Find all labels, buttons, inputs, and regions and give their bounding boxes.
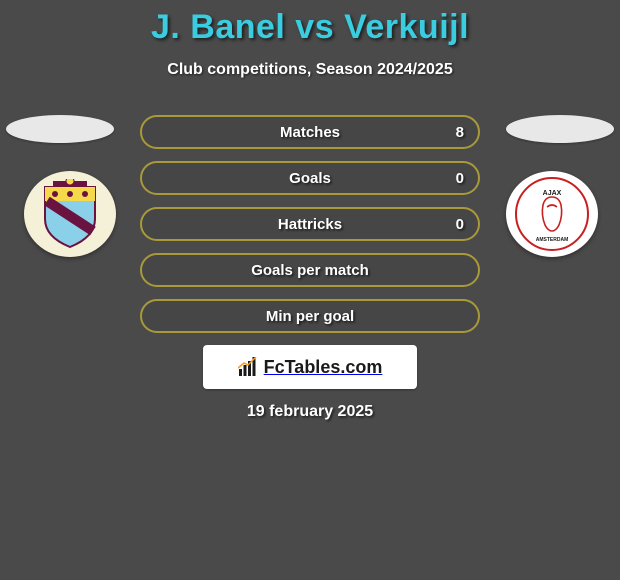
stat-label: Goals [289, 170, 331, 187]
stat-row-hattricks: Hattricks 0 [140, 207, 480, 241]
stat-row-matches: Matches 8 [140, 115, 480, 149]
date-label: 19 february 2025 [0, 403, 620, 421]
stat-label: Goals per match [251, 262, 369, 279]
svg-text:AJAX: AJAX [543, 190, 562, 197]
branding-link[interactable]: FcTables.com [203, 345, 417, 389]
stat-label: Hattricks [278, 216, 342, 233]
stats-wrap: AJAX AMSTERDAM Matches 8 Goals 0 Hattric… [0, 115, 620, 333]
stat-value: 0 [456, 216, 464, 233]
stat-label: Matches [280, 124, 340, 141]
stats-column: Matches 8 Goals 0 Hattricks 0 Goals per … [140, 115, 480, 333]
stat-value: 8 [456, 124, 464, 141]
subtitle: Club competitions, Season 2024/2025 [0, 61, 620, 79]
club-badge-right: AJAX AMSTERDAM [506, 171, 598, 257]
bar-chart-icon [238, 357, 258, 377]
stat-value: 0 [456, 170, 464, 187]
stat-row-min-per-goal: Min per goal [140, 299, 480, 333]
stat-row-goals: Goals 0 [140, 161, 480, 195]
branding-text: FcTables.com [264, 357, 383, 378]
club-badge-left [24, 171, 116, 257]
ajax-crest-icon: AJAX AMSTERDAM [515, 177, 589, 251]
player-silhouette-right [506, 115, 614, 143]
player-silhouette-left [6, 115, 114, 143]
burnley-crest-icon [34, 178, 106, 250]
comparison-card: J. Banel vs Verkuijl Club competitions, … [0, 0, 620, 421]
page-title: J. Banel vs Verkuijl [0, 8, 620, 47]
stat-label: Min per goal [266, 308, 354, 325]
stat-row-goals-per-match: Goals per match [140, 253, 480, 287]
svg-text:AMSTERDAM: AMSTERDAM [536, 237, 569, 243]
